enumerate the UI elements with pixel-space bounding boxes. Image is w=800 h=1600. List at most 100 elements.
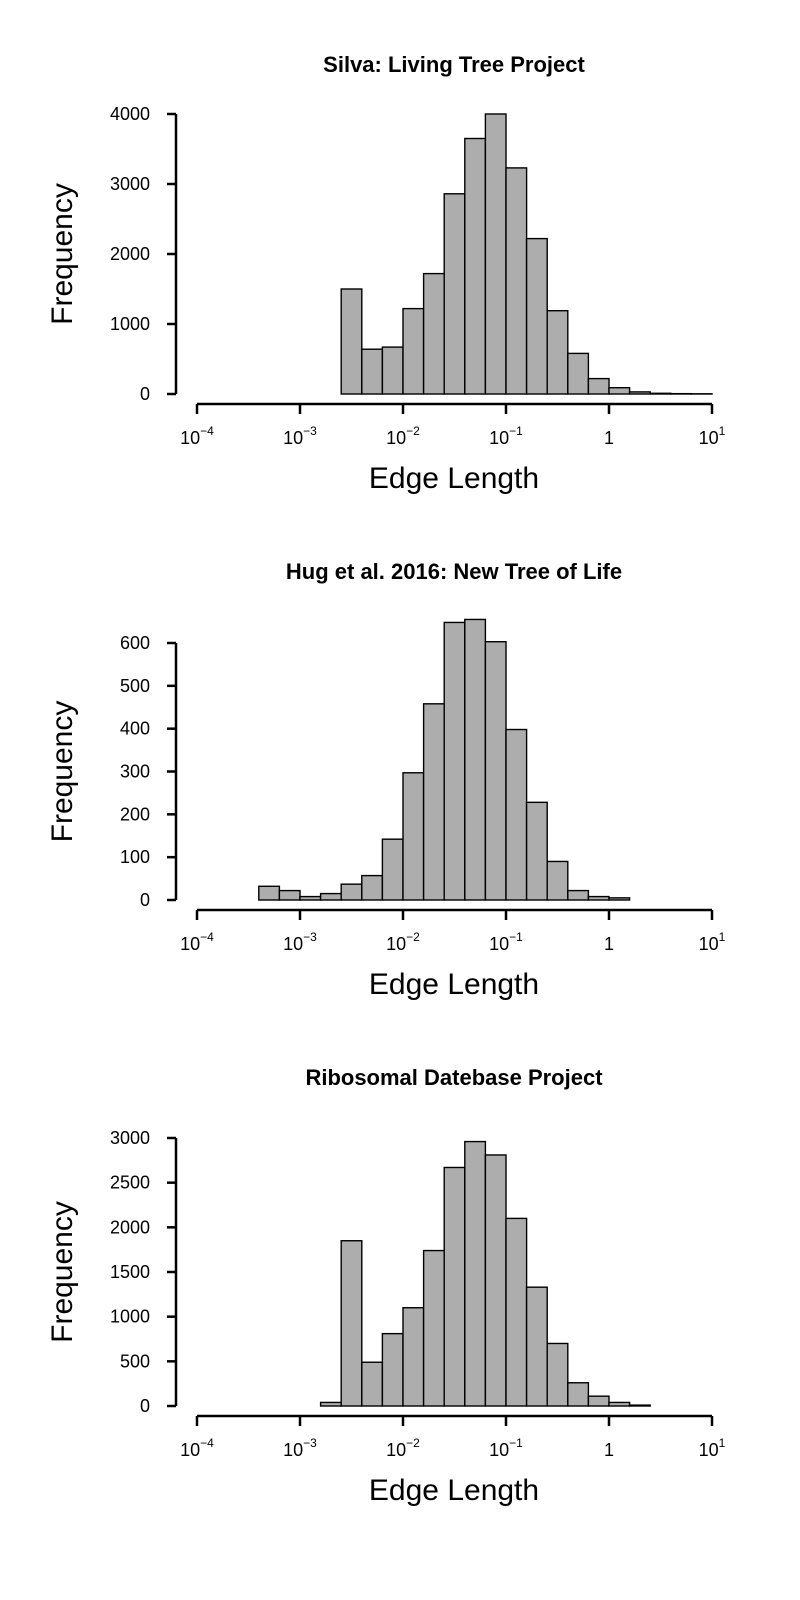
histogram-bar xyxy=(402,772,425,901)
x-tick-label: 10−2 xyxy=(386,424,420,448)
histogram-bar xyxy=(422,1249,445,1407)
x-tick-label: 10−2 xyxy=(386,1436,420,1460)
histogram-bar xyxy=(567,1382,590,1407)
histogram-bar xyxy=(464,618,487,901)
histogram-bar xyxy=(546,1342,569,1407)
histogram-bar xyxy=(546,860,569,901)
histogram-bar xyxy=(649,392,672,395)
histogram-bar xyxy=(381,1332,404,1407)
histogram-bar xyxy=(361,874,384,901)
histogram-bar xyxy=(402,1307,425,1407)
x-tick-label: 10−1 xyxy=(489,1436,523,1460)
x-tick-label: 10−1 xyxy=(489,424,523,448)
histogram-bar xyxy=(505,167,528,395)
histogram-bar xyxy=(464,1140,487,1407)
histogram-bar xyxy=(546,310,569,395)
histogram-bar xyxy=(319,1401,342,1407)
histogram-bar xyxy=(628,1404,651,1407)
x-tick-label: 10−4 xyxy=(180,1436,214,1460)
histogram-bar xyxy=(340,883,363,901)
x-tick-label: 101 xyxy=(699,1436,726,1460)
histogram-bar xyxy=(319,892,342,901)
histogram-bar xyxy=(505,728,528,901)
x-tick-label: 1 xyxy=(604,1440,614,1460)
histogram-panel-1: Silva: Living Tree Project 0 1000 2000 3000 4… xyxy=(46,52,726,495)
y-tick-label: 2000 xyxy=(110,1217,150,1237)
x-tick-label: 10−4 xyxy=(180,424,214,448)
y-tick-label: 400 xyxy=(120,719,150,739)
y-tick-label: 500 xyxy=(120,676,150,696)
y-tick-label: 0 xyxy=(140,1396,150,1416)
y-tick-label: 1000 xyxy=(110,1307,150,1327)
histogram-bar xyxy=(422,272,445,395)
y-tick-label: 4000 xyxy=(110,104,150,124)
y-tick-label: 1500 xyxy=(110,1262,150,1282)
histogram-bar xyxy=(587,895,610,901)
y-tick-label: 2000 xyxy=(110,244,150,264)
chart-title: Ribosomal Datebase Project xyxy=(305,1065,603,1090)
histogram-bar xyxy=(567,889,590,901)
histogram-panel-3: Ribosomal Datebase Project 0 500 1000 1500 20… xyxy=(46,1065,726,1507)
x-tick-label: 1 xyxy=(604,428,614,448)
x-tick-label: 10−3 xyxy=(283,930,317,954)
histogram-bar xyxy=(443,193,466,395)
y-axis-label: Frequency xyxy=(46,701,79,843)
y-tick-label: 2500 xyxy=(110,1173,150,1193)
y-tick-label: 0 xyxy=(140,890,150,910)
histogram-bar xyxy=(505,1217,528,1407)
histogram-bar xyxy=(443,621,466,901)
histogram-bar xyxy=(258,885,281,901)
histogram-bar xyxy=(361,348,384,395)
histogram-bar xyxy=(402,307,425,395)
histogram-bar xyxy=(608,1401,631,1407)
histogram-bar xyxy=(484,1154,507,1407)
histogram-bar xyxy=(484,113,507,395)
y-tick-label: 200 xyxy=(120,804,150,824)
x-tick-label: 10−1 xyxy=(489,930,523,954)
histogram-bar xyxy=(278,889,301,901)
y-tick-label: 0 xyxy=(140,384,150,404)
x-axis-label: Edge Length xyxy=(369,1474,539,1507)
chart-title: Hug et al. 2016: New Tree of Life xyxy=(286,559,622,584)
x-tick-label: 10−4 xyxy=(180,930,214,954)
histogram-bar xyxy=(340,1240,363,1407)
histogram-bar xyxy=(587,377,610,395)
y-axis-label: Frequency xyxy=(46,1201,79,1343)
x-axis-label: Edge Length xyxy=(369,968,539,1001)
histogram-bar xyxy=(299,895,322,901)
histogram-bar xyxy=(484,641,507,901)
x-axis-label: Edge Length xyxy=(369,462,539,495)
histogram-bar xyxy=(443,1166,466,1407)
x-tick-label: 101 xyxy=(699,424,726,448)
y-tick-label: 3000 xyxy=(110,1128,150,1148)
y-tick-label: 300 xyxy=(120,762,150,782)
y-tick-label: 600 xyxy=(120,633,150,653)
histogram-bar xyxy=(361,1361,384,1407)
histogram-panel-2: Hug et al. 2016: New Tree of Life 0 100 200… xyxy=(46,559,726,1001)
histogram-bar xyxy=(608,387,631,395)
histogram-bar xyxy=(587,1395,610,1407)
histogram-bar xyxy=(608,897,631,901)
histogram-bar xyxy=(525,237,548,395)
histogram-bar xyxy=(525,801,548,901)
x-tick-label: 10−2 xyxy=(386,930,420,954)
x-tick-label: 101 xyxy=(699,930,726,954)
x-tick-label: 10−3 xyxy=(283,1436,317,1460)
x-tick-label: 10−3 xyxy=(283,424,317,448)
x-tick-label: 1 xyxy=(604,934,614,954)
histogram-bar xyxy=(422,703,445,901)
chart-title: Silva: Living Tree Project xyxy=(323,52,585,77)
histogram-bar xyxy=(567,352,590,395)
histogram-bar xyxy=(381,838,404,901)
histogram-bar xyxy=(340,288,363,395)
y-tick-label: 3000 xyxy=(110,174,150,194)
y-tick-label: 100 xyxy=(120,847,150,867)
y-tick-label: 500 xyxy=(120,1351,150,1371)
histogram-bar xyxy=(525,1286,548,1407)
histogram-bar xyxy=(464,137,487,395)
y-axis-label: Frequency xyxy=(46,183,79,325)
y-tick-label: 1000 xyxy=(110,314,150,334)
histogram-bar xyxy=(381,346,404,395)
histogram-bar xyxy=(628,391,651,395)
